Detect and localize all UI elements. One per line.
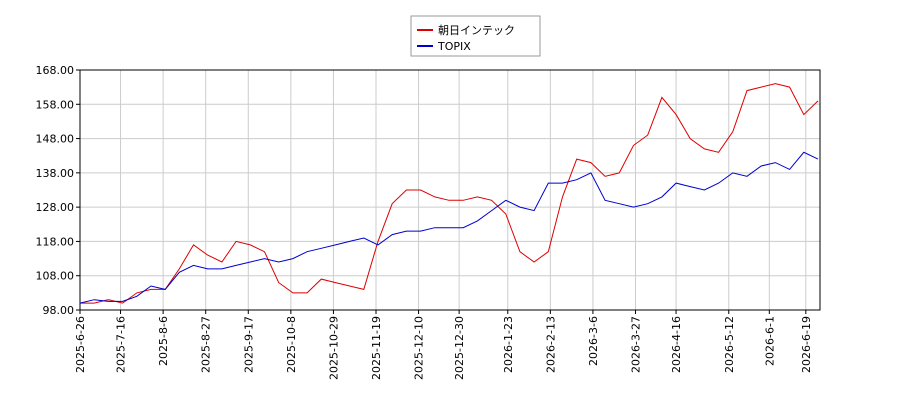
x-tick-label: 2026-6-1 xyxy=(763,316,776,366)
legend-label: TOPIX xyxy=(437,40,471,53)
y-tick-label: 108.00 xyxy=(36,270,75,283)
y-tick-label: 98.00 xyxy=(43,304,75,317)
series-line xyxy=(80,83,819,304)
x-tick-label: 2026-4-16 xyxy=(670,316,683,373)
y-tick-label: 148.00 xyxy=(36,133,75,146)
x-tick-label: 2026-6-19 xyxy=(800,316,813,373)
x-tick-label: 2026-3-6 xyxy=(587,316,600,366)
x-tick-label: 2026-2-13 xyxy=(544,316,557,373)
y-tick-label: 128.00 xyxy=(36,201,75,214)
legend-box xyxy=(410,15,541,57)
x-tick-label: 2025-6-26 xyxy=(74,316,87,373)
x-tick-label: 2025-7-16 xyxy=(115,316,128,373)
y-tick-label: 138.00 xyxy=(36,167,75,180)
x-tick-label: 2025-10-29 xyxy=(327,316,340,380)
plot-frame xyxy=(79,69,821,311)
x-tick-label: 2026-3-27 xyxy=(630,316,643,373)
x-tick-label: 2025-10-8 xyxy=(285,316,298,373)
series-line xyxy=(79,151,819,304)
x-tick-label: 2026-5-12 xyxy=(723,316,736,373)
y-tick-label: 168.00 xyxy=(36,64,75,77)
x-tick-label: 2025-9-17 xyxy=(242,316,255,373)
legend-label: 朝日インテック xyxy=(438,24,515,37)
x-tick-label: 2025-12-10 xyxy=(413,316,426,380)
y-tick-label: 158.00 xyxy=(36,98,75,111)
y-tick-label: 118.00 xyxy=(36,235,75,248)
x-tick-label: 2025-11-19 xyxy=(370,316,383,380)
x-tick-label: 2025-8-6 xyxy=(157,316,170,366)
x-tick-label: 2025-12-30 xyxy=(453,316,466,380)
x-tick-label: 2026-1-23 xyxy=(502,316,515,373)
x-tick-label: 2025-8-27 xyxy=(200,316,213,373)
